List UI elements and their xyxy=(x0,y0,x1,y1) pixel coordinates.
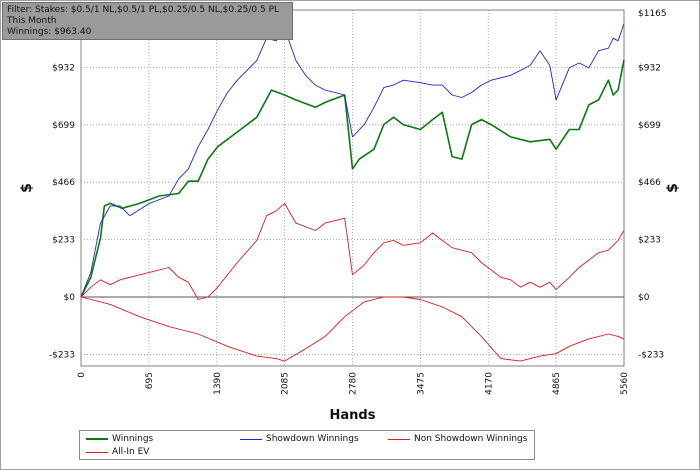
x-tick-label: 2085 xyxy=(281,372,291,395)
filter-stakes: Filter: Stakes: $0.5/1 NL,$0.5/1 PL,$0.2… xyxy=(7,5,280,15)
y-tick-label-left: $932 xyxy=(52,63,75,73)
legend-label-allin-ev: All-In EV xyxy=(112,447,150,457)
x-tick-label: 4865 xyxy=(552,372,562,395)
y-axis-title-right: $ xyxy=(665,183,681,193)
x-tick-label: 0 xyxy=(77,372,87,378)
y-tick-label-top-right: $1165 xyxy=(638,9,667,19)
y-tick-label-left: $699 xyxy=(52,121,75,131)
series-line-non-showdown-winnings xyxy=(80,202,625,300)
y-tick-label-left: $466 xyxy=(52,178,75,188)
y-tick-label-right: $0 xyxy=(638,293,650,303)
y-tick-label-left: $233 xyxy=(52,236,75,246)
y-tick-label-right: $233 xyxy=(638,236,661,246)
x-axis-title: Hands xyxy=(330,408,376,423)
y-axis-title-left: $ xyxy=(19,183,35,193)
y-tick-label-right: $932 xyxy=(638,63,661,73)
series-line-showdown-winnings xyxy=(80,23,625,298)
series-line-winnings xyxy=(80,59,625,298)
legend: Winnings Showdown Winnings Non Showdown … xyxy=(79,430,535,460)
legend-item-non-showdown: Non Showdown Winnings xyxy=(388,432,527,446)
x-tick-label: 1390 xyxy=(213,372,223,395)
y-tick-label-right: -$233 xyxy=(638,350,664,360)
legend-swatch-showdown xyxy=(240,438,262,440)
x-tick-label: 5560 xyxy=(620,372,630,395)
filter-period: This Month xyxy=(7,16,57,26)
x-tick-label: 3475 xyxy=(416,372,426,395)
legend-item-allin-ev: All-In EV xyxy=(86,445,149,459)
y-tick-label-left: -$233 xyxy=(49,350,75,360)
series-line-all-in-ev xyxy=(80,296,625,362)
legend-swatch-allin-ev xyxy=(86,451,108,453)
legend-label-non-showdown: Non Showdown Winnings xyxy=(414,434,528,444)
x-tick-label: 2780 xyxy=(349,372,359,395)
legend-swatch-winnings xyxy=(86,438,108,440)
filter-box: Filter: Stakes: $0.5/1 NL,$0.5/1 PL,$0.2… xyxy=(2,2,293,40)
y-tick-label-left: $0 xyxy=(64,293,76,303)
x-tick-label: 695 xyxy=(145,372,155,389)
legend-label-winnings: Winnings xyxy=(112,434,154,444)
y-tick-label-right: $466 xyxy=(638,178,661,188)
legend-item-showdown: Showdown Winnings xyxy=(240,432,359,446)
legend-item-winnings: Winnings xyxy=(86,432,153,446)
filter-winnings: Winnings: $963.40 xyxy=(7,27,92,37)
x-tick-label: 4170 xyxy=(484,372,494,395)
legend-label-showdown: Showdown Winnings xyxy=(266,434,359,444)
y-tick-label-right: $699 xyxy=(638,121,661,131)
legend-swatch-non-showdown xyxy=(388,438,410,440)
